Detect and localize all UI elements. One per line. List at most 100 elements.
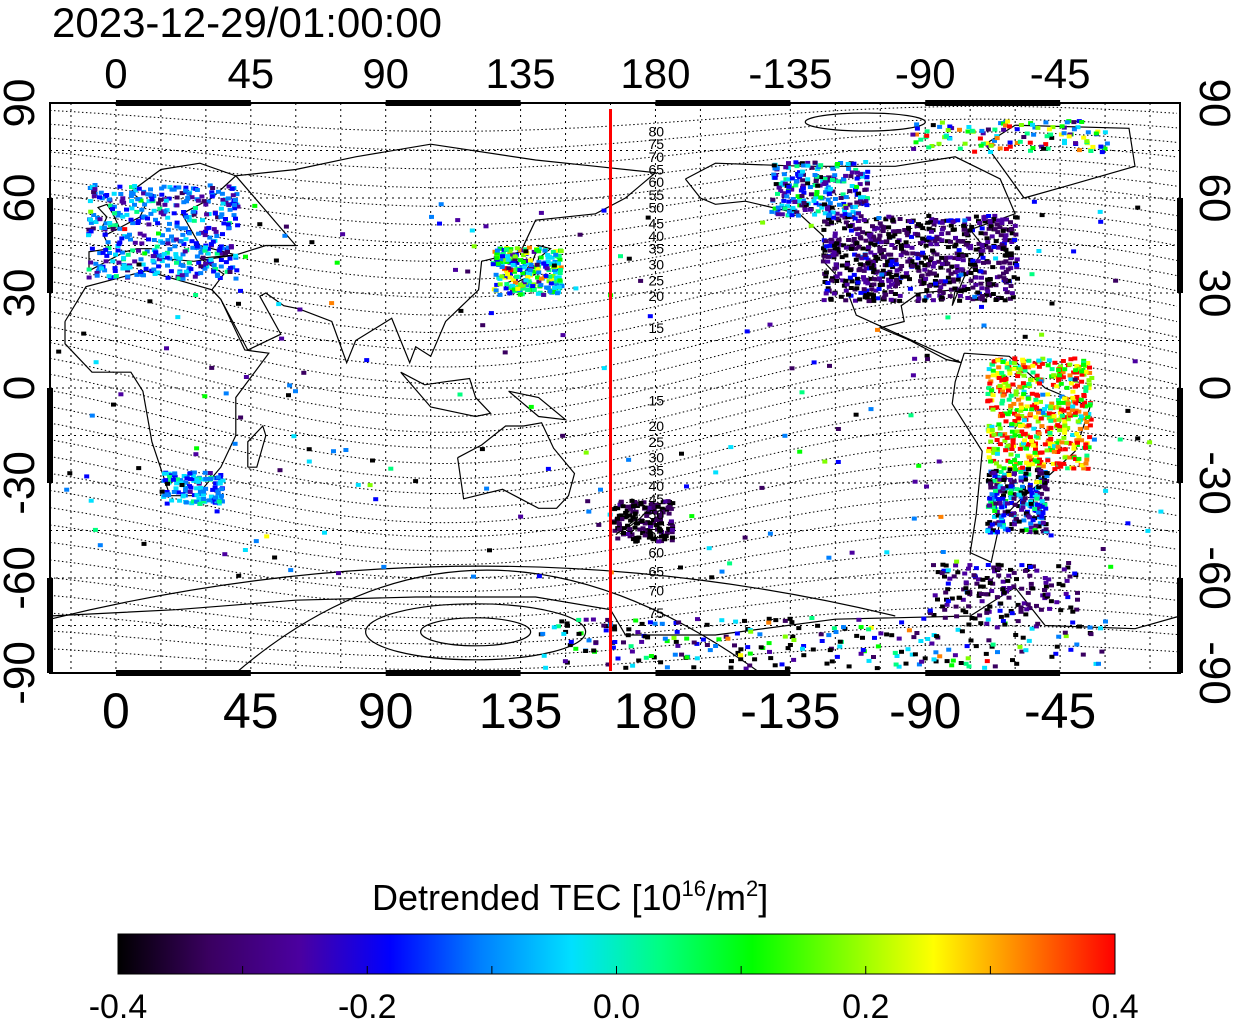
tec-point bbox=[942, 574, 947, 579]
south-pole-contour bbox=[235, 569, 761, 674]
tec-point bbox=[818, 163, 824, 168]
tec-point bbox=[961, 227, 967, 232]
tec-point bbox=[1023, 568, 1028, 573]
tec-point bbox=[1021, 392, 1027, 397]
tec-point bbox=[921, 281, 927, 286]
tec-point bbox=[904, 274, 910, 279]
tec-point bbox=[517, 268, 523, 272]
tec-point bbox=[162, 209, 168, 214]
tec-point bbox=[165, 263, 170, 268]
tec-point bbox=[554, 275, 560, 280]
tec-point bbox=[173, 255, 179, 260]
bottom-lon-label: -90 bbox=[889, 683, 961, 739]
tec-point bbox=[242, 548, 248, 552]
contour-label: 20 bbox=[649, 418, 665, 434]
tec-point bbox=[825, 178, 831, 183]
tec-point bbox=[183, 269, 189, 274]
tec-point bbox=[1019, 414, 1025, 418]
tec-point bbox=[914, 132, 919, 137]
tec-point bbox=[1044, 487, 1050, 492]
tec-point bbox=[437, 221, 442, 226]
tec-point bbox=[198, 250, 204, 255]
tec-point bbox=[163, 478, 169, 483]
tec-point bbox=[1056, 398, 1061, 403]
tec-point bbox=[939, 227, 945, 232]
tec-point bbox=[272, 555, 278, 560]
tec-point bbox=[738, 647, 744, 652]
left-lat-label: 60 bbox=[0, 174, 44, 223]
tec-point bbox=[929, 229, 934, 234]
tec-point bbox=[819, 639, 825, 643]
tec-point bbox=[139, 241, 145, 246]
tec-point bbox=[1083, 369, 1089, 374]
tec-point bbox=[930, 264, 936, 269]
tec-point bbox=[1011, 472, 1017, 477]
tec-point bbox=[178, 262, 184, 267]
tec-point bbox=[1053, 405, 1059, 410]
tec-point bbox=[542, 248, 548, 253]
tec-point bbox=[807, 185, 813, 189]
tec-point bbox=[1073, 141, 1078, 146]
tec-point bbox=[843, 195, 849, 200]
tec-point bbox=[1029, 272, 1035, 277]
tec-point bbox=[536, 260, 542, 265]
tec-point bbox=[1008, 444, 1014, 449]
geomagnetic-contour bbox=[49, 197, 1178, 263]
tec-point bbox=[709, 575, 715, 580]
tec-point bbox=[615, 536, 621, 541]
tec-point bbox=[860, 635, 865, 640]
tec-point bbox=[1005, 484, 1010, 489]
tec-point bbox=[851, 237, 857, 241]
tec-point bbox=[728, 665, 734, 670]
tec-point bbox=[1071, 370, 1077, 375]
tec-point bbox=[130, 248, 136, 253]
tec-point bbox=[507, 249, 513, 254]
tec-point bbox=[881, 225, 886, 230]
tec-point bbox=[1052, 444, 1057, 449]
tec-point bbox=[880, 255, 886, 260]
tec-point bbox=[1054, 384, 1060, 389]
tec-point bbox=[1040, 529, 1046, 534]
tec-point bbox=[779, 183, 785, 188]
tec-point bbox=[844, 282, 850, 287]
tec-point bbox=[67, 471, 73, 476]
tec-point bbox=[833, 252, 839, 257]
tec-point bbox=[528, 263, 534, 267]
tec-point bbox=[673, 620, 679, 625]
tec-point bbox=[1065, 595, 1071, 600]
tec-point bbox=[202, 233, 208, 238]
tec-point bbox=[471, 244, 477, 249]
tec-point bbox=[659, 539, 664, 544]
tec-point bbox=[629, 649, 635, 654]
tec-point bbox=[619, 517, 625, 522]
tec-point bbox=[992, 664, 998, 669]
tec-point bbox=[853, 412, 859, 417]
tec-point bbox=[174, 203, 180, 208]
tec-point bbox=[211, 263, 217, 268]
tec-point bbox=[457, 392, 463, 397]
tec-point bbox=[1066, 134, 1072, 139]
tec-point bbox=[939, 220, 945, 225]
tec-point bbox=[1027, 606, 1033, 611]
tec-point bbox=[989, 424, 995, 429]
tec-point bbox=[800, 186, 806, 191]
tec-point bbox=[997, 477, 1003, 482]
tec-point bbox=[1071, 120, 1077, 125]
tec-point bbox=[1042, 442, 1048, 447]
tec-point bbox=[940, 604, 946, 609]
tec-point bbox=[945, 275, 951, 280]
tec-point bbox=[1042, 588, 1047, 592]
tec-point bbox=[151, 238, 157, 242]
tec-point bbox=[136, 186, 142, 191]
tec-point bbox=[1019, 405, 1024, 410]
tec-point bbox=[859, 174, 865, 179]
tec-point bbox=[962, 288, 968, 293]
tec-point bbox=[1059, 124, 1065, 129]
colorbar-tick-label: 0.4 bbox=[1091, 988, 1138, 1024]
tec-point bbox=[951, 574, 957, 579]
tec-point bbox=[1012, 458, 1018, 463]
tec-point bbox=[617, 523, 622, 528]
tec-point bbox=[97, 217, 103, 222]
tec-point bbox=[898, 253, 904, 258]
tec-point bbox=[216, 248, 222, 253]
